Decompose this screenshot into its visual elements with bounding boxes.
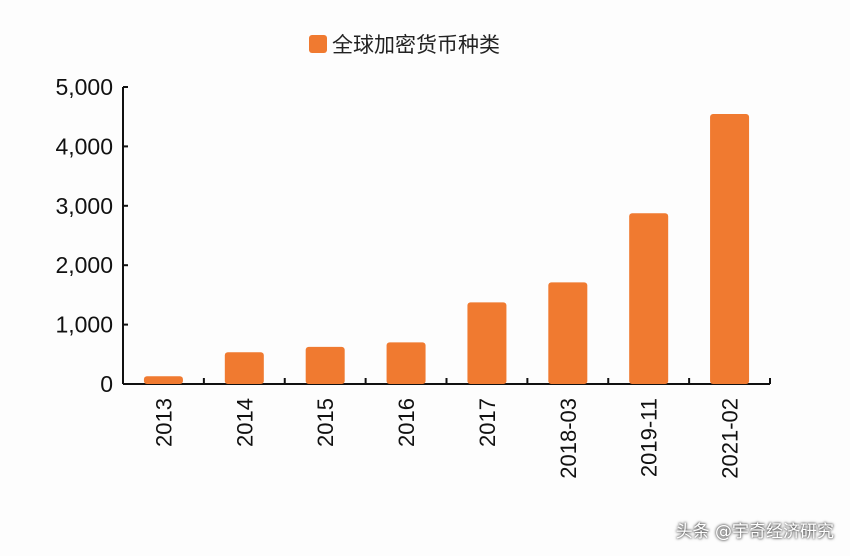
y-tick-label: 0 (100, 371, 113, 397)
bar (629, 213, 669, 384)
y-tick-label: 4,000 (55, 133, 113, 159)
legend-swatch (309, 35, 327, 53)
bar (467, 302, 507, 384)
y-tick-label: 1,000 (55, 312, 113, 338)
y-tick-label: 3,000 (55, 193, 113, 219)
x-tick-label: 2017 (475, 398, 500, 447)
x-tick-label: 2021-02 (718, 398, 743, 479)
bar (143, 376, 183, 384)
x-tick-label: 2013 (151, 398, 176, 447)
bar (710, 114, 750, 384)
bar (224, 352, 264, 384)
x-tick-label: 2014 (232, 398, 257, 447)
x-tick-label: 2019-11 (637, 398, 662, 477)
watermark: 头条 @宇奇经济研究 (675, 522, 834, 542)
legend-label: 全球加密货币种类 (332, 33, 500, 57)
x-tick-label: 2015 (313, 398, 338, 447)
y-tick-label: 2,000 (55, 252, 113, 278)
y-tick-label: 5,000 (55, 74, 113, 100)
x-tick-label: 2016 (394, 398, 419, 447)
bar (548, 282, 588, 384)
bar (386, 342, 426, 384)
bar (305, 346, 345, 384)
x-tick-label: 2018-03 (556, 398, 581, 479)
